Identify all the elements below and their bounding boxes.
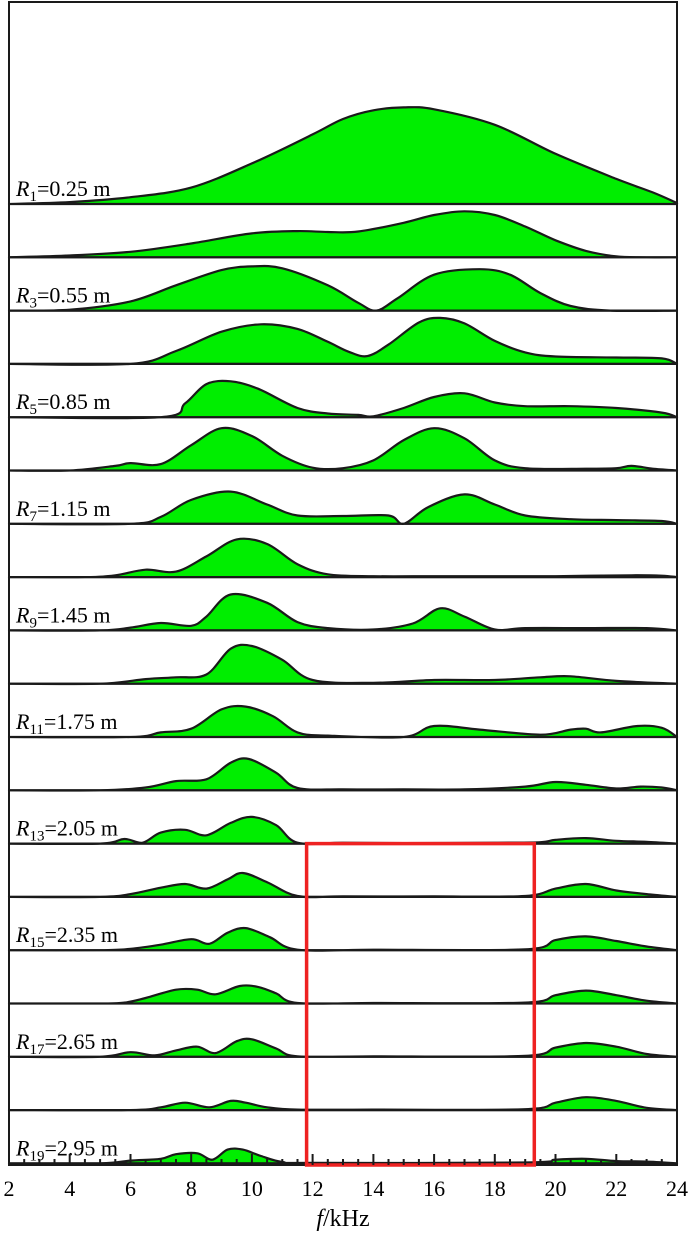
highlight-box <box>304 841 537 1167</box>
series-label-subscript: 7 <box>29 509 37 525</box>
series-label-subscript: 5 <box>29 402 37 418</box>
series-label-7: R7=1.15 m <box>15 496 110 525</box>
x-tick-label: 24 <box>666 1176 688 1201</box>
x-axis-tick-labels: 2 4 6 8 10 12 14 16 18 20 22 24 <box>4 1176 689 1201</box>
series-label-symbol: R <box>15 816 30 841</box>
series-label-subscript: 17 <box>29 1042 45 1058</box>
spectrum-trace-14 <box>7 871 679 899</box>
series-label-9: R9=1.45 m <box>15 602 110 631</box>
x-tick-label: 4 <box>64 1176 75 1201</box>
series-label-value: =0.85 m <box>37 389 111 414</box>
series-label-subscript: 11 <box>29 722 43 738</box>
series-label-subscript: 19 <box>29 1148 44 1164</box>
series-label-symbol: R <box>15 709 30 734</box>
series-label-symbol: R <box>15 1029 30 1054</box>
spectrum-trace-16 <box>7 984 679 1005</box>
spectrum-trace-2 <box>7 210 679 259</box>
series-label-13: R13=2.05 m <box>15 816 118 845</box>
series-label-1: R1=0.25 m <box>15 176 110 205</box>
series-label-symbol: R <box>15 283 30 308</box>
spectrum-trace-1 <box>7 106 679 206</box>
series-label-value: =1.15 m <box>37 496 111 521</box>
series-label-value: =0.55 m <box>37 283 111 308</box>
series-label-symbol: R <box>15 389 30 414</box>
x-tick-label: 20 <box>545 1176 567 1201</box>
spectrum-trace-8 <box>7 537 679 579</box>
series-label-subscript: 15 <box>29 935 44 951</box>
series-label-subscript: 3 <box>29 296 37 312</box>
x-tick-label: 2 <box>4 1176 15 1201</box>
spectrum-trace-4 <box>7 316 679 366</box>
series-label-value: =1.75 m <box>44 709 118 734</box>
series-label-17: R17=2.65 m <box>15 1029 118 1058</box>
series-label-symbol: R <box>15 922 30 947</box>
series-label-value: =2.95 m <box>44 1135 118 1160</box>
series-label-subscript: 9 <box>29 615 37 631</box>
spectrum-trace-3 <box>7 264 679 313</box>
series-label-subscript: 1 <box>29 189 37 205</box>
series-label-value: =0.25 m <box>37 176 111 201</box>
x-tick-label: 14 <box>362 1176 384 1201</box>
series-label-value: =2.05 m <box>44 816 118 841</box>
x-axis-label-unit: /kHz <box>323 1206 370 1232</box>
series-label-symbol: R <box>15 496 30 521</box>
spectra-group: R1=0.25 mR3=0.55 mR5=0.85 mR7=1.15 mR9=1… <box>7 106 679 1165</box>
x-axis-ticks <box>8 1154 678 1165</box>
series-label-11: R11=1.75 m <box>15 709 117 738</box>
x-tick-label: 6 <box>125 1176 136 1201</box>
x-axis-label-symbol: f <box>316 1206 326 1232</box>
series-label-5: R5=0.85 m <box>15 389 110 418</box>
spectrum-trace-17 <box>7 1037 679 1059</box>
series-label-value: =2.35 m <box>44 922 118 947</box>
series-label-15: R15=2.35 m <box>15 922 118 951</box>
spectrum-trace-15 <box>7 926 679 952</box>
series-label-symbol: R <box>15 176 30 201</box>
series-label-value: =1.45 m <box>37 602 111 627</box>
series-label-symbol: R <box>15 602 30 627</box>
x-tick-label: 8 <box>186 1176 197 1201</box>
series-label-19: R19=2.95 m <box>15 1135 118 1164</box>
x-tick-label: 22 <box>605 1176 627 1201</box>
x-tick-label: 12 <box>302 1176 324 1201</box>
series-label-3: R3=0.55 m <box>15 283 110 312</box>
spectrum-trace-7 <box>7 490 679 526</box>
spectrum-trace-9 <box>7 592 679 632</box>
x-tick-label: 18 <box>484 1176 506 1201</box>
x-tick-label: 16 <box>423 1176 445 1201</box>
spectrum-trace-10 <box>7 643 679 686</box>
series-label-value: =2.65 m <box>44 1029 118 1054</box>
spectrum-trace-6 <box>7 426 679 472</box>
series-label-symbol: R <box>15 1135 30 1160</box>
series-label-subscript: 13 <box>29 829 44 845</box>
x-axis-label: f/kHz <box>316 1206 369 1232</box>
x-tick-label: 10 <box>241 1176 263 1201</box>
